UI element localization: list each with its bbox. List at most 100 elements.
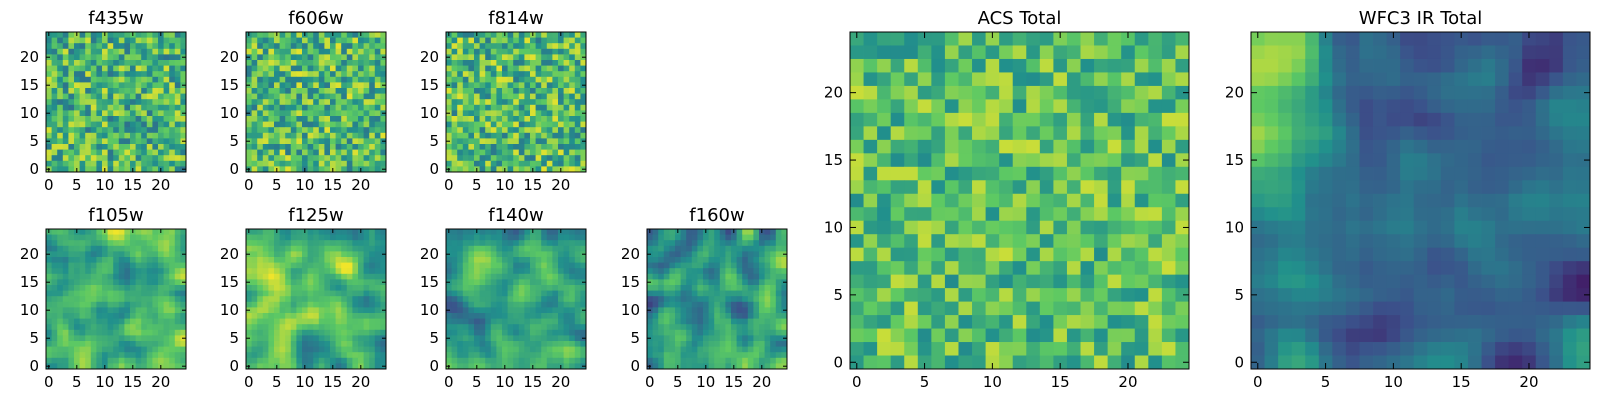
heatmap-cell: [669, 268, 676, 275]
heatmap-cell: [781, 240, 788, 247]
heatmap-cell: [358, 149, 364, 156]
heatmap-cell: [490, 251, 497, 258]
heatmap-cell: [686, 285, 693, 291]
heatmap-cell: [62, 144, 69, 150]
heatmap-cell: [307, 352, 314, 359]
heatmap-cell: [118, 88, 125, 94]
heatmap-cell: [358, 54, 364, 61]
heatmap-cell: [146, 329, 153, 336]
heatmap-cell: [341, 307, 348, 314]
heatmap-cell: [652, 245, 659, 252]
heatmap-cell: [180, 346, 187, 353]
heatmap-cell: [90, 234, 97, 241]
heatmap-cell: [890, 45, 905, 60]
heatmap-cell: [152, 71, 159, 78]
heatmap-cell: [79, 127, 86, 134]
heatmap-cell: [462, 285, 469, 291]
heatmap-cell: [363, 240, 370, 247]
heatmap-cell: [490, 76, 497, 83]
heatmap-cell: [558, 268, 564, 275]
heatmap-cell: [697, 245, 704, 252]
heatmap-cell: [335, 71, 342, 78]
heatmap-cell: [530, 251, 536, 258]
heatmap-cell: [479, 245, 486, 252]
heatmap-cell: [513, 335, 520, 342]
heatmap-cell: [279, 48, 286, 55]
heatmap-cell: [113, 37, 120, 44]
heatmap-cell: [124, 352, 131, 359]
heatmap-cell: [1012, 234, 1027, 249]
heatmap-cell: [759, 318, 765, 325]
heatmap-cell: [180, 329, 187, 336]
heatmap-cell: [479, 262, 486, 269]
heatmap-cell: [552, 37, 559, 44]
heatmap-cell: [346, 138, 353, 145]
heatmap-cell: [285, 149, 292, 156]
heatmap-cell: [552, 149, 559, 156]
heatmap-cell: [174, 43, 181, 50]
heatmap-cell: [346, 329, 353, 336]
heatmap-cell: [736, 273, 743, 280]
heatmap-cell: [158, 251, 164, 258]
heatmap-cell: [79, 110, 86, 117]
heatmap-cell: [279, 262, 286, 269]
heatmap-cell: [79, 279, 86, 286]
heatmap-cell: [944, 166, 959, 181]
heatmap-cell: [474, 301, 480, 308]
heatmap-cell: [152, 116, 159, 122]
heatmap-cell: [163, 313, 170, 319]
heatmap-cell: [747, 251, 754, 258]
heatmap-cell: [141, 60, 148, 66]
heatmap-cell: [680, 307, 687, 314]
heatmap-cell: [759, 262, 765, 269]
heatmap-cell: [274, 257, 280, 263]
heatmap-cell: [352, 357, 359, 364]
heatmap-cell: [169, 262, 176, 269]
heatmap-cell: [731, 290, 737, 297]
heatmap-cell: [290, 132, 297, 139]
heatmap-cell: [285, 346, 292, 353]
heatmap-cell: [90, 166, 97, 173]
heatmap-cell: [753, 346, 760, 353]
heatmap-cell: [753, 268, 760, 275]
heatmap-cell: [330, 279, 336, 286]
heatmap-cell: [574, 229, 581, 235]
heatmap-cell: [877, 85, 892, 100]
heatmap-cell: [541, 155, 548, 162]
heatmap-cell: [174, 149, 181, 156]
heatmap-cell: [380, 76, 387, 83]
heatmap-cell: [1094, 220, 1109, 235]
heatmap-cell: [457, 296, 464, 303]
heatmap-cell: [552, 290, 559, 297]
heatmap-cell: [1161, 220, 1176, 235]
heatmap-cell: [490, 279, 497, 286]
heatmap-cell: [708, 251, 715, 258]
heatmap-cell: [268, 273, 275, 280]
heatmap-cell: [335, 318, 342, 325]
heatmap-cell: [285, 37, 292, 44]
heatmap-cell: [524, 313, 531, 319]
heatmap-cell: [468, 71, 475, 78]
heatmap-cell: [274, 357, 280, 364]
heatmap-cell: [274, 155, 280, 162]
heatmap-cell: [302, 155, 308, 162]
heatmap-cell: [174, 318, 181, 325]
heatmap-cell: [1053, 139, 1068, 154]
heatmap-cell: [130, 341, 136, 347]
heatmap-cell: [174, 234, 181, 241]
heatmap-cell: [96, 290, 103, 297]
heatmap-cell: [731, 324, 737, 331]
heatmap-cell: [697, 324, 704, 331]
heatmap-cell: [302, 251, 308, 258]
heatmap-cell: [524, 65, 531, 72]
heatmap-cell: [68, 65, 75, 72]
heatmap-cell: [152, 335, 159, 342]
heatmap-cell: [451, 65, 458, 72]
heatmap-cell: [552, 313, 559, 319]
heatmap-cell: [518, 245, 525, 252]
heatmap-cell: [141, 346, 148, 353]
heatmap-cell: [850, 32, 864, 46]
heatmap-cell: [62, 290, 69, 297]
heatmap-cell: [141, 307, 148, 314]
heatmap-cell: [736, 229, 743, 235]
